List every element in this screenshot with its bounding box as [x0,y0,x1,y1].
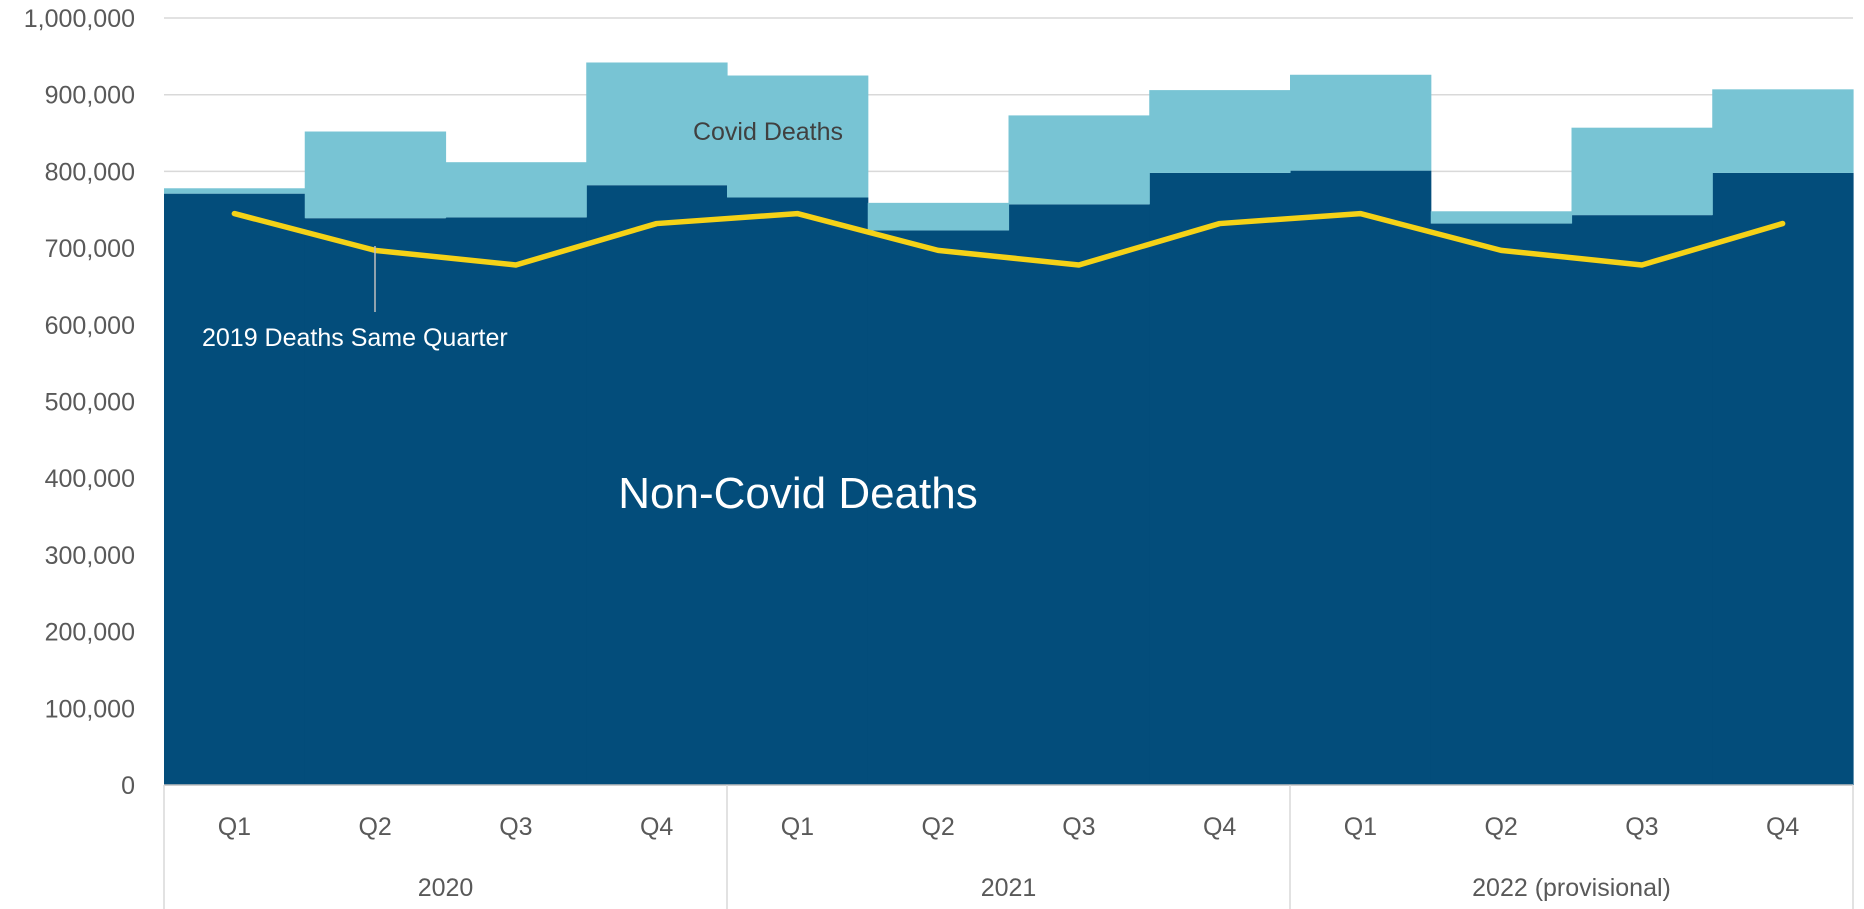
y-tick-label: 500,000 [45,389,135,417]
x-tick-label: Q3 [499,813,532,841]
non-covid-deaths-segment [586,185,728,785]
2019-deaths-line-label: 2019 Deaths Same Quarter [202,324,508,352]
baseline-2019-line [231,210,1786,268]
covid-deaths-segment [1571,127,1713,216]
x-group-label: 2021 [981,874,1037,902]
covid-deaths-segment [1149,90,1291,173]
non-covid-deaths-segment [1149,172,1291,785]
y-tick-label: 0 [121,772,135,800]
y-tick-label: 700,000 [45,235,135,263]
series-line-2019-deaths [231,210,1786,268]
covid-deaths-segment [1430,211,1573,224]
non-covid-deaths-segment [1571,215,1713,785]
x-tick-label: Q2 [1484,813,1517,841]
covid-deaths-segment [164,188,306,194]
covid-deaths-segment [304,131,447,219]
stacked-areas [164,62,1854,786]
non-covid-deaths-segment [1290,170,1432,785]
non-covid-deaths-segment [1712,172,1854,785]
x-tick-label: Q2 [358,813,391,841]
x-tick-labels: Q1 Q2 Q3 Q4 Q1 Q2 Q3 Q4 Q1 Q2 Q3 Q4 2020 2021 2022 (pr… [218,813,1800,902]
non-covid-deaths-segment [1430,223,1573,785]
x-group-label: 2022 (provisional) [1472,874,1671,902]
y-tick-label: 200,000 [45,619,135,647]
non-covid-deaths-segment [445,217,587,786]
y-tick-label: 600,000 [45,312,135,340]
covid-deaths-segment [727,75,869,198]
axes [163,784,1854,909]
x-tick-label: Q4 [1766,813,1799,841]
y-tick-label: 400,000 [45,465,135,493]
covid-deaths-segment [1290,74,1432,171]
x-tick-label: Q4 [1203,813,1236,841]
non-covid-deaths-segment [1008,204,1150,786]
non-covid-deaths-segment [727,197,869,785]
x-tick-label: Q1 [1344,813,1377,841]
y-tick-labels: 0 100,000 200,000 300,000 400,000 500,000 600,… [24,5,135,800]
covid-deaths-segment [445,162,587,218]
non-covid-deaths-label: Non-Covid Deaths [618,469,978,518]
y-tick-label: 1,000,000 [24,5,135,33]
covid-deaths-label: Covid Deaths [693,118,843,146]
x-tick-label: Q1 [781,813,814,841]
x-tick-label: Q3 [1062,813,1095,841]
x-tick-label: Q4 [640,813,673,841]
non-covid-deaths-segment [304,218,447,785]
annotations: Covid Deaths Non-Covid Deaths 2019 Death… [202,118,978,518]
y-tick-label: 800,000 [45,158,135,186]
non-covid-deaths-segment [867,230,1010,786]
x-tick-label: Q3 [1625,813,1658,841]
y-tick-label: 100,000 [45,695,135,723]
x-tick-label: Q2 [921,813,954,841]
y-tick-label: 900,000 [45,82,135,110]
covid-deaths-segment [586,62,728,186]
y-tick-label: 300,000 [45,542,135,570]
x-group-label: 2020 [418,874,474,902]
covid-deaths-segment [1712,89,1854,173]
x-tick-label: Q1 [218,813,251,841]
covid-deaths-segment [1008,115,1150,205]
non-covid-deaths-segment [164,193,306,785]
covid-deaths-segment [867,202,1010,231]
